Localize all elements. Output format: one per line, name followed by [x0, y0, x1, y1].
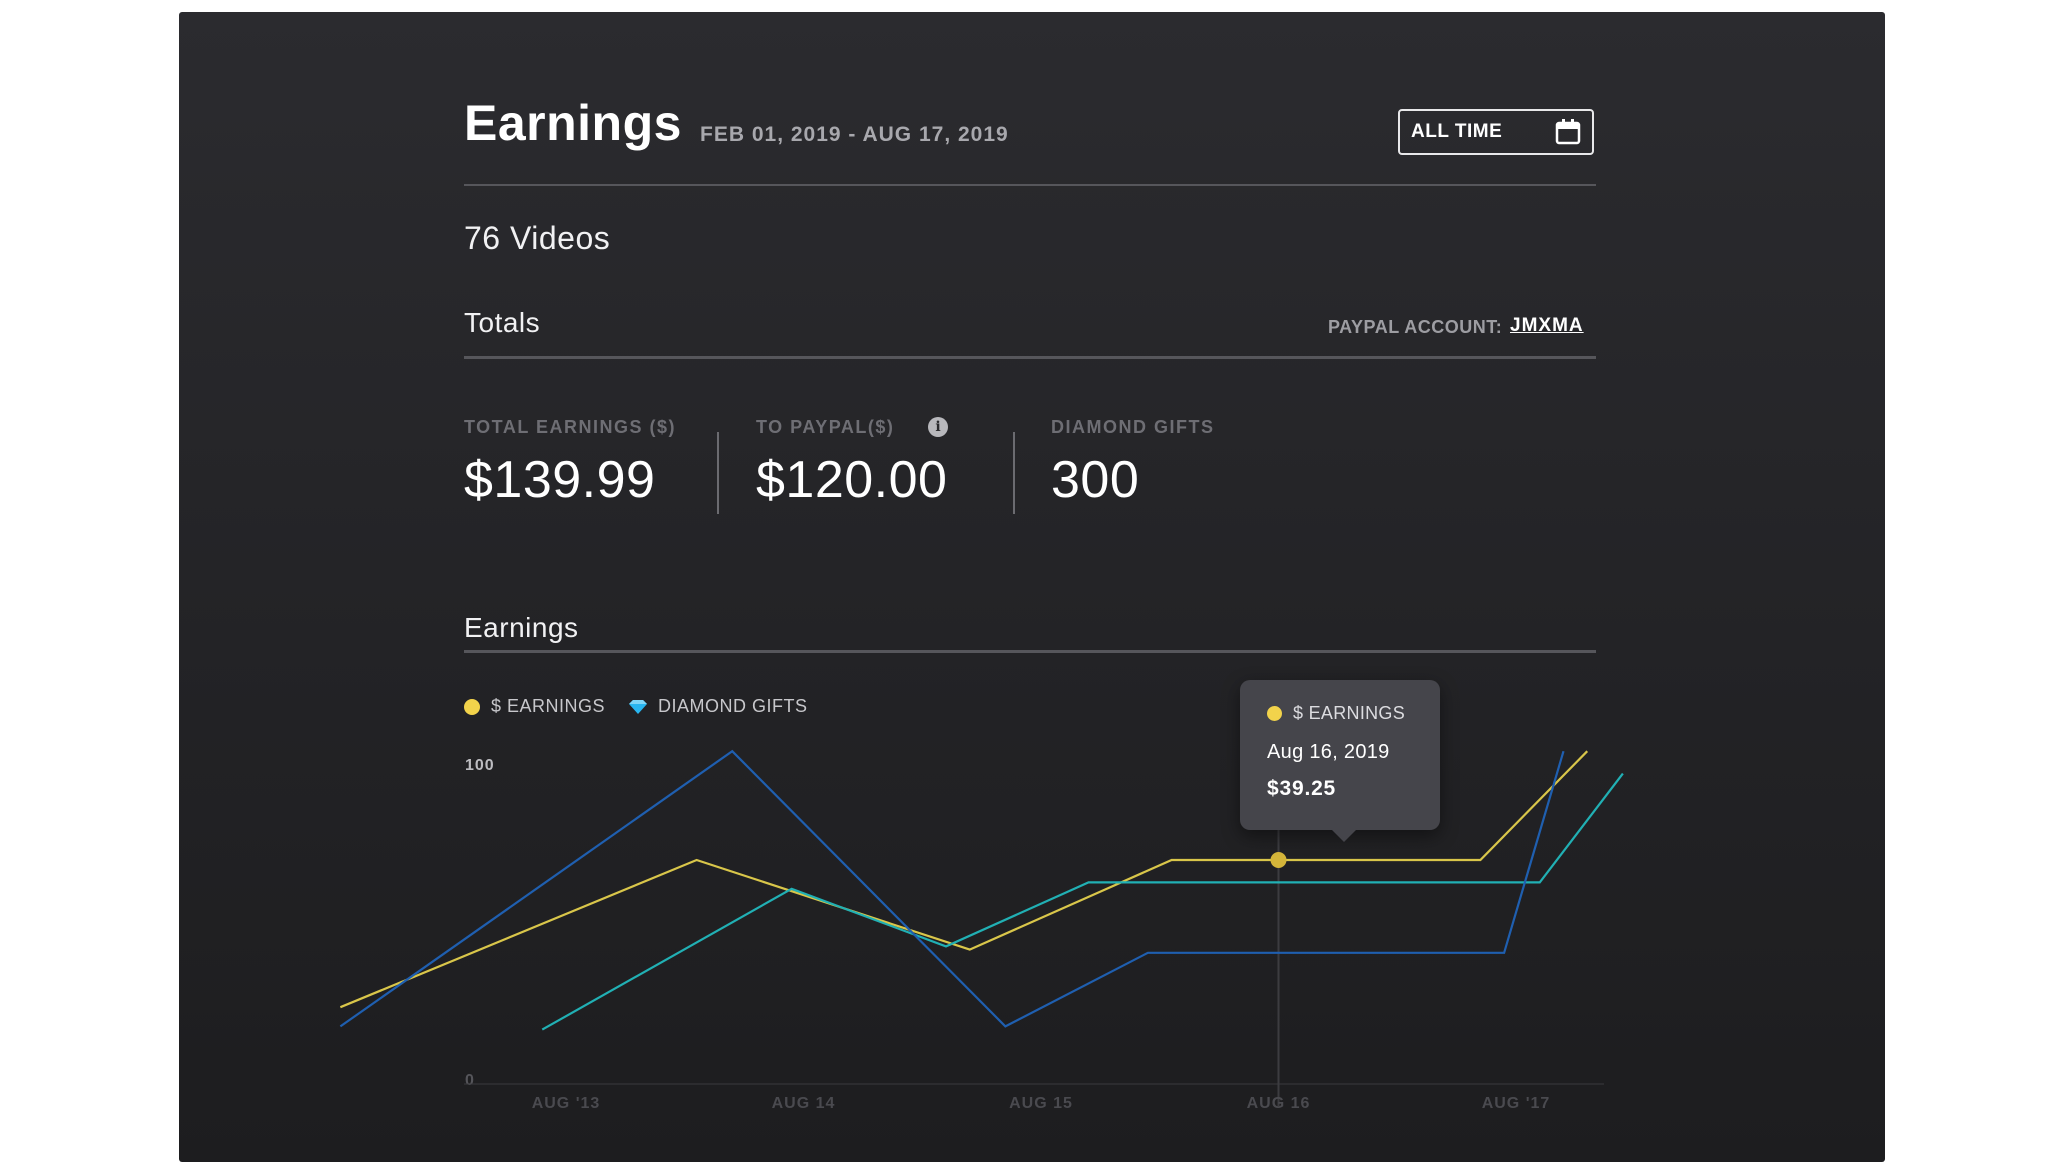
date-range: FEB 01, 2019 - AUG 17, 2019	[700, 123, 1009, 146]
to-paypal-value: $120.00	[756, 451, 948, 509]
header-divider	[464, 184, 1596, 186]
diamond-icon	[629, 699, 647, 714]
calendar-icon	[1555, 119, 1581, 145]
period-picker-label: ALL TIME	[1411, 121, 1503, 142]
earnings-divider	[464, 650, 1596, 653]
earnings-chart-title: Earnings	[464, 612, 579, 643]
videos-count: 76 Videos	[464, 220, 611, 256]
tooltip-value: $39.25	[1267, 777, 1337, 800]
legend-item-diamond-gifts[interactable]: DIAMOND GIFTS	[629, 696, 808, 717]
paypal-account-link[interactable]: JMXMA	[1510, 315, 1584, 336]
stat-divider	[1013, 432, 1015, 514]
page-title: Earnings	[464, 95, 682, 151]
paypal-account-label: PAYPAL ACCOUNT:	[1328, 317, 1503, 337]
series-line-1[interactable]	[541, 772, 1624, 1031]
highlighted-data-point[interactable]	[1270, 852, 1287, 868]
yellow-dot-icon	[1267, 706, 1282, 721]
x-tick-label: AUG '13	[532, 1095, 601, 1112]
stat-divider	[717, 432, 719, 514]
series-line-0[interactable]	[339, 750, 1589, 1009]
legend-label: $ EARNINGS	[491, 696, 606, 716]
series-line-2[interactable]	[339, 749, 1565, 1028]
totals-title: Totals	[464, 307, 541, 338]
info-icon[interactable]: i	[928, 417, 948, 437]
tooltip-series-label: $ EARNINGS	[1293, 703, 1406, 723]
legend-label: DIAMOND GIFTS	[658, 696, 808, 716]
tooltip-date: Aug 16, 2019	[1267, 741, 1390, 763]
x-tick-label: AUG 14	[772, 1095, 836, 1112]
earnings-line-chart[interactable]: AUG '13 AUG 14 AUG 15 AUG 16 AUG '17	[179, 12, 1885, 1162]
tooltip-series: $ EARNINGS	[1267, 703, 1405, 724]
x-tick-label: AUG 15	[1009, 1095, 1073, 1112]
y-tick-label: 100	[465, 757, 495, 774]
yellow-dot-icon	[464, 698, 480, 715]
to-paypal-label: TO PAYPAL($)	[756, 417, 895, 437]
total-earnings-value: $139.99	[464, 451, 656, 509]
x-tick-label: AUG 16	[1247, 1095, 1311, 1112]
diamond-gifts-label: DIAMOND GIFTS	[1051, 417, 1215, 437]
y-tick-label: 0	[465, 1072, 475, 1089]
total-earnings-label: TOTAL EARNINGS ($)	[464, 417, 677, 437]
legend-item-earnings[interactable]: $ EARNINGS	[464, 696, 605, 717]
period-picker-button[interactable]: ALL TIME	[1398, 109, 1594, 155]
totals-divider	[464, 356, 1596, 359]
x-tick-label: AUG '17	[1482, 1095, 1551, 1112]
chart-tooltip: $ EARNINGS Aug 16, 2019 $39.25	[1240, 680, 1440, 842]
earnings-panel: Earnings FEB 01, 2019 - AUG 17, 2019 ALL…	[179, 12, 1885, 1162]
diamond-gifts-value: 300	[1051, 451, 1140, 509]
